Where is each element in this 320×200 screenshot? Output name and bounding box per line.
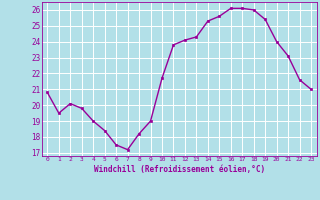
X-axis label: Windchill (Refroidissement éolien,°C): Windchill (Refroidissement éolien,°C) [94,165,265,174]
